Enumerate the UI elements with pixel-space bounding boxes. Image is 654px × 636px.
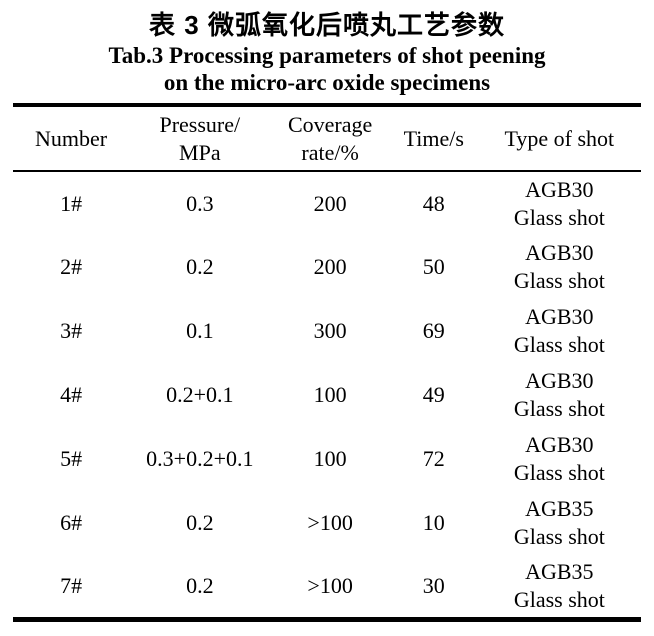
cell-pressure: 0.3 (186, 190, 214, 216)
cell-shot-type-material: Glass shot (513, 332, 605, 357)
cell-pressure: 0.2 (186, 254, 214, 279)
cell-time: 10 (422, 510, 445, 535)
cell-shot-type: AGB35 Glass shot (478, 555, 641, 619)
cell-time: 30 (422, 572, 445, 598)
cell-number: 3# (60, 318, 83, 343)
cell-time: 50 (422, 254, 445, 279)
cell-pressure: 0.2 (186, 572, 214, 598)
cell-shot-type-material: Glass shot (513, 204, 605, 230)
table-row: 1# 0.3 200 48 AGB30 Glass shot (13, 171, 641, 235)
cell-shot-type-name: AGB30 (525, 240, 594, 265)
col-header-pressure-line1: Pressure/ (159, 111, 241, 137)
cell-time: 49 (422, 382, 445, 407)
table-title-english-line2: on the micro-arc oxide specimens (163, 70, 491, 95)
table-title-english-line1: Tab.3 Processing parameters of shot peen… (108, 43, 546, 68)
cell-shot-type: AGB30 Glass shot (478, 171, 641, 235)
cell-number: 6# (60, 510, 83, 535)
col-header-coverage: Coverage rate/% (270, 105, 389, 171)
table-caption-block: 表 3 微弧氧化后喷丸工艺参数 Tab.3 Processing paramet… (0, 0, 654, 96)
cell-shot-type: AGB30 Glass shot (478, 235, 641, 299)
cell-time: 69 (422, 318, 445, 343)
cell-pressure: 0.1 (186, 318, 214, 343)
cell-number: 2# (60, 254, 83, 279)
cell-shot-type-material: Glass shot (513, 460, 605, 485)
header-row: Number Pressure/ MPa Coverage rate/% Tim… (13, 105, 641, 171)
col-header-time: Time/s (403, 125, 464, 151)
cell-pressure: 0.2 (186, 510, 214, 535)
cell-coverage: >100 (307, 572, 353, 598)
cell-pressure: 0.2+0.1 (166, 382, 234, 407)
shot-peening-parameters-table: Number Pressure/ MPa Coverage rate/% Tim… (13, 103, 641, 622)
cell-number: 4# (60, 382, 83, 407)
cell-coverage: 200 (313, 254, 347, 279)
cell-time: 72 (422, 446, 445, 471)
cell-shot-type-name: AGB35 (525, 496, 594, 521)
cell-shot-type-name: AGB30 (525, 304, 594, 329)
col-header-number: Number (35, 125, 108, 151)
col-header-coverage-line2: rate/% (301, 139, 359, 165)
table-row: 7# 0.2 >100 30 AGB35 Glass shot (13, 555, 641, 619)
cell-shot-type-material: Glass shot (513, 524, 605, 549)
cell-shot-type: AGB35 Glass shot (478, 491, 641, 555)
cell-shot-type-name: AGB30 (525, 368, 594, 393)
cell-shot-type-name: AGB30 (525, 176, 594, 202)
cell-shot-type-material: Glass shot (513, 268, 605, 293)
col-header-pressure: Pressure/ MPa (129, 105, 270, 171)
cell-time: 48 (422, 190, 445, 216)
table-row: 3# 0.1 300 69 AGB30 Glass shot (13, 299, 641, 363)
cell-coverage: >100 (307, 510, 353, 535)
cell-number: 5# (60, 446, 83, 471)
table-row: 4# 0.2+0.1 100 49 AGB30 Glass shot (13, 363, 641, 427)
cell-coverage: 100 (313, 382, 347, 407)
col-header-pressure-line2: MPa (179, 139, 221, 165)
cell-shot-type: AGB30 Glass shot (478, 363, 641, 427)
cell-shot-type-name: AGB30 (525, 432, 594, 457)
cell-pressure: 0.3+0.2+0.1 (146, 446, 254, 471)
col-header-type: Type of shot (504, 125, 615, 151)
table-row: 2# 0.2 200 50 AGB30 Glass shot (13, 235, 641, 299)
cell-shot-type: AGB30 Glass shot (478, 299, 641, 363)
table-row: 6# 0.2 >100 10 AGB35 Glass shot (13, 491, 641, 555)
cell-number: 1# (60, 190, 83, 216)
table-row: 5# 0.3+0.2+0.1 100 72 AGB30 Glass shot (13, 427, 641, 491)
cell-coverage: 200 (313, 190, 347, 216)
table-title-chinese: 表 3 微弧氧化后喷丸工艺参数 (149, 10, 505, 40)
cell-shot-type-material: Glass shot (513, 396, 605, 421)
col-header-coverage-line1: Coverage (287, 111, 373, 137)
cell-coverage: 300 (313, 318, 347, 343)
cell-shot-type-material: Glass shot (513, 586, 605, 612)
cell-shot-type-name: AGB35 (525, 558, 594, 584)
cell-coverage: 100 (313, 446, 347, 471)
cell-number: 7# (60, 572, 83, 598)
cell-shot-type: AGB30 Glass shot (478, 427, 641, 491)
